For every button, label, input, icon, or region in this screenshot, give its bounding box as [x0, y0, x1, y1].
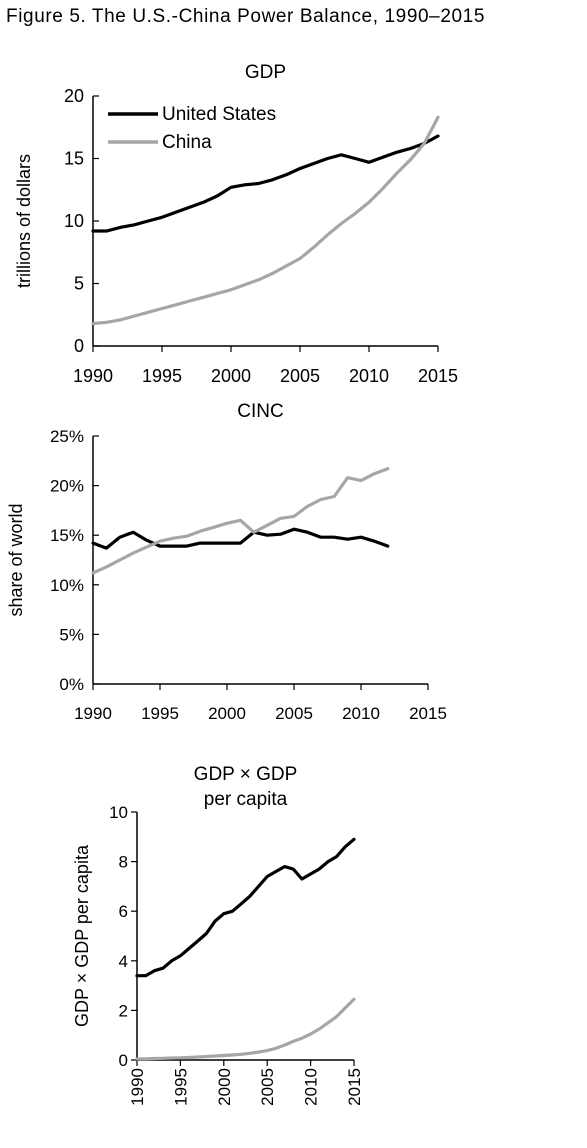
chart-1: GDP 0 5 10 15 20 1990 1995 2000 2005 2010 2015 trill…	[14, 62, 458, 386]
chart-title: GDP	[245, 62, 286, 83]
chart-title: per capita	[204, 789, 288, 810]
x-tick-label: 2010	[302, 1068, 321, 1106]
y-tick-label: 4	[119, 952, 128, 971]
x-tick-label: 2015	[418, 366, 458, 386]
x-tick-label: 2010	[342, 704, 380, 723]
x-tick-label: 2015	[345, 1068, 364, 1106]
series-united-states-line	[135, 837, 356, 978]
y-tick-label: 10%	[50, 576, 84, 595]
y-tick-label: 8	[119, 853, 128, 872]
x-tick-label: 1995	[142, 366, 182, 386]
series-china-line	[91, 115, 440, 326]
x-tick-label: 2015	[409, 704, 447, 723]
x-tick-label: 2005	[280, 366, 320, 386]
chart-title: GDP × GDP	[194, 764, 298, 785]
y-tick-label: 0%	[59, 675, 84, 694]
y-tick-label: 5%	[59, 625, 84, 644]
x-tick-label: 2000	[215, 1068, 234, 1106]
x-tick-label: 1990	[74, 704, 112, 723]
series-united-states-line	[91, 527, 390, 550]
series-china-line	[91, 467, 390, 575]
y-tick-label: 15	[64, 149, 84, 169]
x-tick-label: 1990	[73, 366, 113, 386]
y-tick-label: 20%	[50, 477, 84, 496]
x-tick-label: 1990	[128, 1068, 147, 1106]
y-tick-label: 0	[119, 1051, 128, 1070]
series-united-states-line	[91, 134, 440, 233]
y-tick-label: 6	[119, 902, 128, 921]
y-tick-label: 2	[119, 1001, 128, 1020]
x-tick-label: 2005	[275, 704, 313, 723]
chart-3: GDP × GDP per capita 0 2 4 6 8 10 1990 1995 2000 20…	[72, 764, 364, 1106]
legend-label-china: China	[162, 132, 212, 153]
chart-title: CINC	[237, 401, 283, 422]
y-tick-label: 20	[64, 86, 84, 106]
y-tick-label: 25%	[50, 427, 84, 446]
x-tick-label: 2005	[258, 1068, 277, 1106]
x-tick-label: 2000	[211, 366, 251, 386]
y-axis-label: share of world	[6, 503, 26, 616]
y-tick-label: 10	[64, 211, 84, 231]
x-tick-label: 2000	[208, 704, 246, 723]
series-china-line	[135, 997, 356, 1061]
figure-title: Figure 5. The U.S.-China Power Balance, …	[6, 6, 485, 27]
y-axis-label: GDP × GDP per capita	[72, 844, 92, 1027]
legend-label-united-states: United States	[162, 104, 276, 125]
y-tick-label: 0	[74, 336, 84, 356]
x-tick-label: 2010	[349, 366, 389, 386]
y-axis-label: trillions of dollars	[14, 154, 34, 288]
x-tick-label: 1995	[171, 1068, 190, 1106]
chart-2: CINC 0% 5% 10% 15% 20% 25% 1990 1995 2000 2005 2010…	[6, 401, 447, 723]
y-tick-label: 5	[74, 274, 84, 294]
y-tick-label: 10	[109, 803, 128, 822]
x-tick-label: 1995	[141, 704, 179, 723]
y-tick-label: 15%	[50, 526, 84, 545]
